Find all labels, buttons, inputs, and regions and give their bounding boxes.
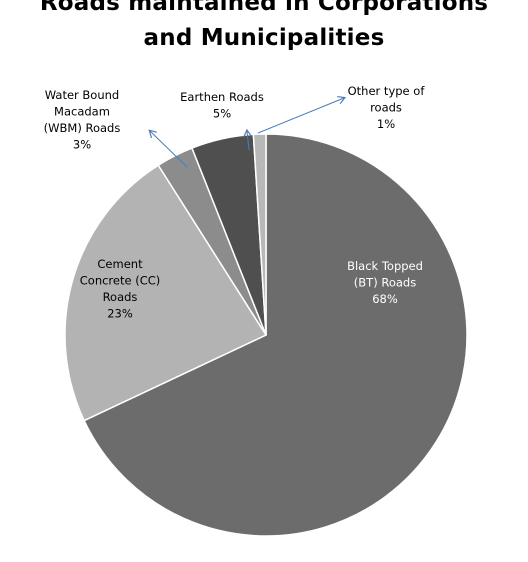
slice-label-line-wbm: Macadam bbox=[54, 105, 110, 119]
slice-label-line-cc: Roads bbox=[103, 290, 138, 304]
slice-pct-cc: 23% bbox=[107, 307, 133, 321]
leader-line-earth bbox=[247, 131, 249, 151]
slice-pct-bt: 68% bbox=[372, 292, 398, 306]
pie-slice-bt bbox=[83, 133, 468, 537]
leader-line-other bbox=[257, 98, 344, 134]
pie-slice-cc bbox=[64, 164, 268, 422]
slice-label-bt: Black Topped (BT) Roads 68% bbox=[347, 259, 423, 306]
slice-label-line-cc: Concrete (CC) bbox=[80, 274, 161, 288]
slice-label-line-cc: Cement bbox=[97, 257, 143, 271]
slice-label-wbm: Water Bound Macadam (WBM) Roads 3% bbox=[44, 88, 121, 152]
slice-label-other: Other type of roads 1% bbox=[348, 84, 426, 131]
slice-label-line-wbm: Water Bound bbox=[45, 88, 119, 102]
pie-slice-other bbox=[252, 133, 267, 336]
slice-pct-wbm: 3% bbox=[73, 138, 91, 152]
chart-title-line-1: Roads maintained in Corporations bbox=[39, 0, 489, 16]
pie-slices bbox=[64, 133, 468, 537]
slice-label-cc: Cement Concrete (CC) Roads 23% bbox=[80, 257, 161, 321]
chart-title-line-2: and Municipalities bbox=[143, 25, 385, 51]
slice-label-line-bt: (BT) Roads bbox=[354, 276, 416, 290]
slice-labels: Black Topped (BT) Roads 68% Cement Concrete … bbox=[44, 84, 426, 321]
slice-label-line-earth: Earthen Roads bbox=[180, 90, 264, 104]
slice-pct-earth: 5% bbox=[213, 107, 231, 121]
leader-lines bbox=[150, 98, 344, 168]
slice-label-line-bt: Black Topped bbox=[347, 259, 423, 273]
slice-label-line-wbm: (WBM) Roads bbox=[44, 121, 121, 135]
slice-label-earth: Earthen Roads 5% bbox=[180, 90, 264, 121]
slice-label-line-other: roads bbox=[370, 101, 402, 115]
slice-label-line-other: Other type of bbox=[348, 84, 426, 98]
leader-line-wbm bbox=[150, 131, 188, 168]
chart-title: Roads maintained in Corporations and Mun… bbox=[0, 0, 528, 56]
slice-pct-other: 1% bbox=[377, 117, 395, 131]
